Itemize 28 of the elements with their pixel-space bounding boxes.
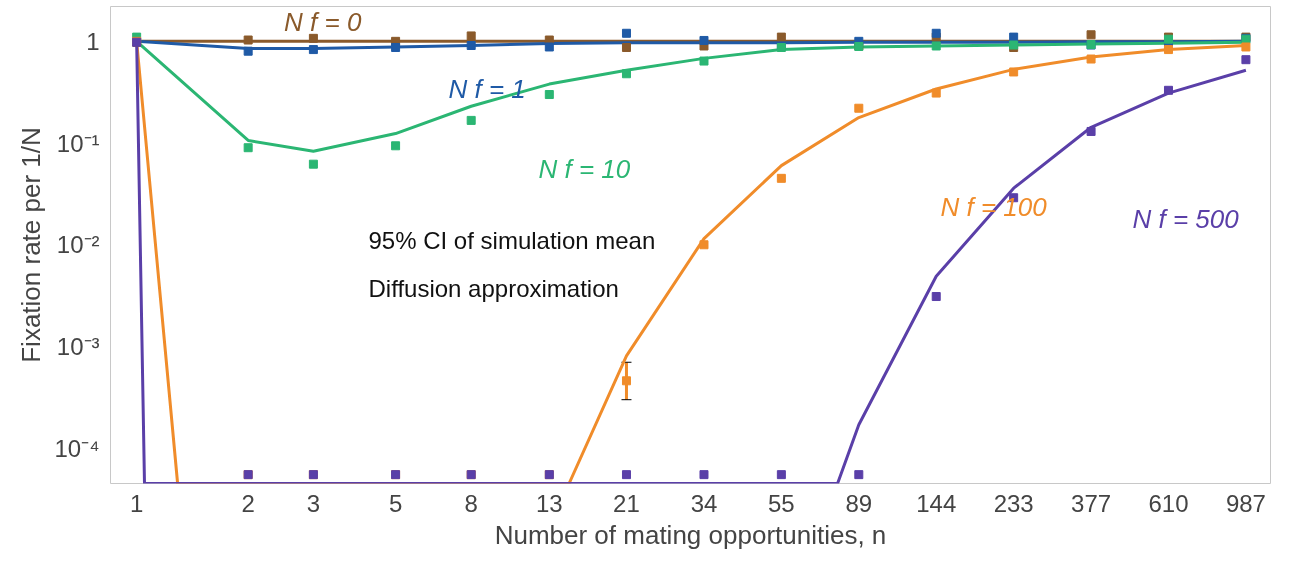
annotation: Diffusion approximation <box>368 274 619 302</box>
x-tick-label: 2 <box>241 489 255 517</box>
x-tick-label: 1 <box>129 489 144 517</box>
annotation: 95% CI of simulation mean <box>368 226 656 254</box>
x-tick-label: 233 <box>993 489 1034 517</box>
x-tick-label: 21 <box>613 489 640 517</box>
x-tick-label: 610 <box>1148 489 1189 517</box>
y-tick-label: 1 <box>86 27 100 55</box>
x-tick-label: 13 <box>535 489 563 517</box>
text: N f = 500 <box>1132 203 1240 234</box>
y-axis-title: Fixation rate per 1/N <box>16 127 47 363</box>
x-tick-label: 55 <box>768 489 795 517</box>
x-tick-label: 8 <box>464 489 478 517</box>
x-tick-label: 3 <box>306 489 321 517</box>
text: N f = 10 <box>538 153 631 184</box>
series-label: N f = 0 <box>284 7 362 38</box>
y-tick-label: 10⁻⁴ <box>54 434 100 462</box>
text: N f = 100 <box>940 191 1048 222</box>
x-axis-title: Number of mating opportunities, n <box>494 519 887 550</box>
x-tick-label: 377 <box>1071 489 1112 517</box>
y-tick-label: 10⁻² <box>56 231 100 259</box>
x-tick-label: 144 <box>916 489 957 517</box>
x-tick-label: 89 <box>845 489 873 517</box>
x-tick-label: 5 <box>388 489 403 517</box>
y-tick-label: 10⁻³ <box>56 333 100 360</box>
x-tick-label: 34 <box>690 489 718 517</box>
y-tick-label: 10⁻¹ <box>56 129 100 157</box>
x-tick-label: 987 <box>1225 489 1266 517</box>
